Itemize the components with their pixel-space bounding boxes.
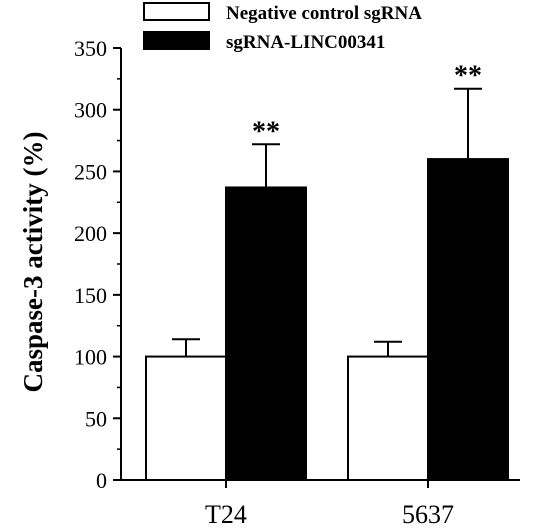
- x-tick-label: 5637: [402, 500, 454, 529]
- legend: Negative control sgRNA sgRNA-LINC00341: [143, 2, 422, 53]
- bar-sgrna-linc00341-t24: [225, 186, 307, 482]
- bar-negative-control-5637: [347, 355, 429, 482]
- legend-swatch-negative-control: [143, 2, 210, 21]
- y-tick-label: 300: [74, 98, 107, 123]
- y-tick-label: 250: [74, 159, 107, 184]
- legend-label-sgrna-linc00341: sgRNA-LINC00341: [226, 32, 385, 53]
- y-axis-title: Caspase-3 activity (%): [18, 132, 48, 393]
- y-tick-label: 50: [85, 406, 107, 431]
- significance-label: **: [252, 116, 280, 147]
- y-tick-label: 0: [96, 468, 107, 493]
- y-tick-label: 100: [74, 345, 107, 370]
- y-tick-label: 200: [74, 221, 107, 246]
- y-tick-label: 350: [74, 36, 107, 61]
- bar-negative-control-t24: [145, 355, 227, 482]
- legend-label-negative-control: Negative control sgRNA: [226, 3, 422, 24]
- chart-marks: 0 50 100 150 200 250 300 350 T24 5637 ** **: [74, 36, 520, 529]
- bar-sgrna-linc00341-5637: [427, 158, 509, 481]
- significance-label: **: [454, 61, 482, 92]
- legend-swatch-sgrna-linc00341: [143, 31, 210, 50]
- y-tick-label: 150: [74, 283, 107, 308]
- x-tick-label: T24: [205, 500, 247, 529]
